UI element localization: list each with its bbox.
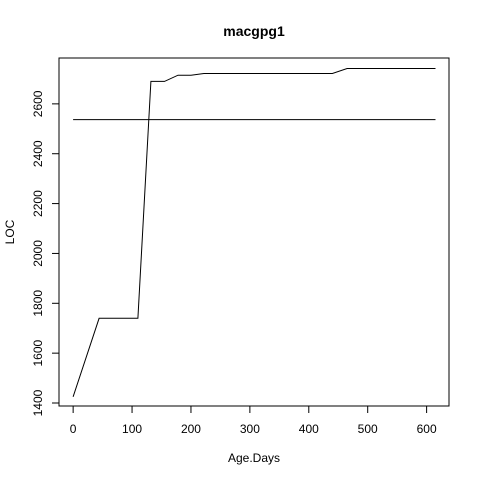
series-layer bbox=[72, 68, 436, 397]
x-tick-label: 400 bbox=[299, 422, 319, 436]
y-tick-label: 2400 bbox=[31, 140, 45, 167]
x-tick-label: 0 bbox=[70, 422, 77, 436]
x-axis: 0 100 200 300 400 500 600 bbox=[70, 405, 437, 436]
x-tick-label: 500 bbox=[358, 422, 378, 436]
y-tick-label: 1800 bbox=[31, 290, 45, 317]
x-tick-label: 300 bbox=[240, 422, 260, 436]
y-tick-label: 2200 bbox=[31, 190, 45, 217]
y-tick-label: 1400 bbox=[31, 389, 45, 416]
y-tick-label: 2000 bbox=[31, 240, 45, 267]
x-tick-label: 100 bbox=[122, 422, 142, 436]
y-tick-label: 2600 bbox=[31, 90, 45, 117]
x-axis-label: Age.Days bbox=[228, 451, 280, 465]
x-tick-label: 600 bbox=[417, 422, 437, 436]
loc-series-line bbox=[72, 68, 436, 397]
y-axis: 1400 1600 1800 2000 2200 2400 2600 bbox=[31, 90, 60, 416]
y-tick-label: 1600 bbox=[31, 339, 45, 366]
y-axis-label: LOC bbox=[3, 219, 17, 244]
x-tick-label: 200 bbox=[181, 422, 201, 436]
chart-title: macgpg1 bbox=[223, 23, 285, 39]
